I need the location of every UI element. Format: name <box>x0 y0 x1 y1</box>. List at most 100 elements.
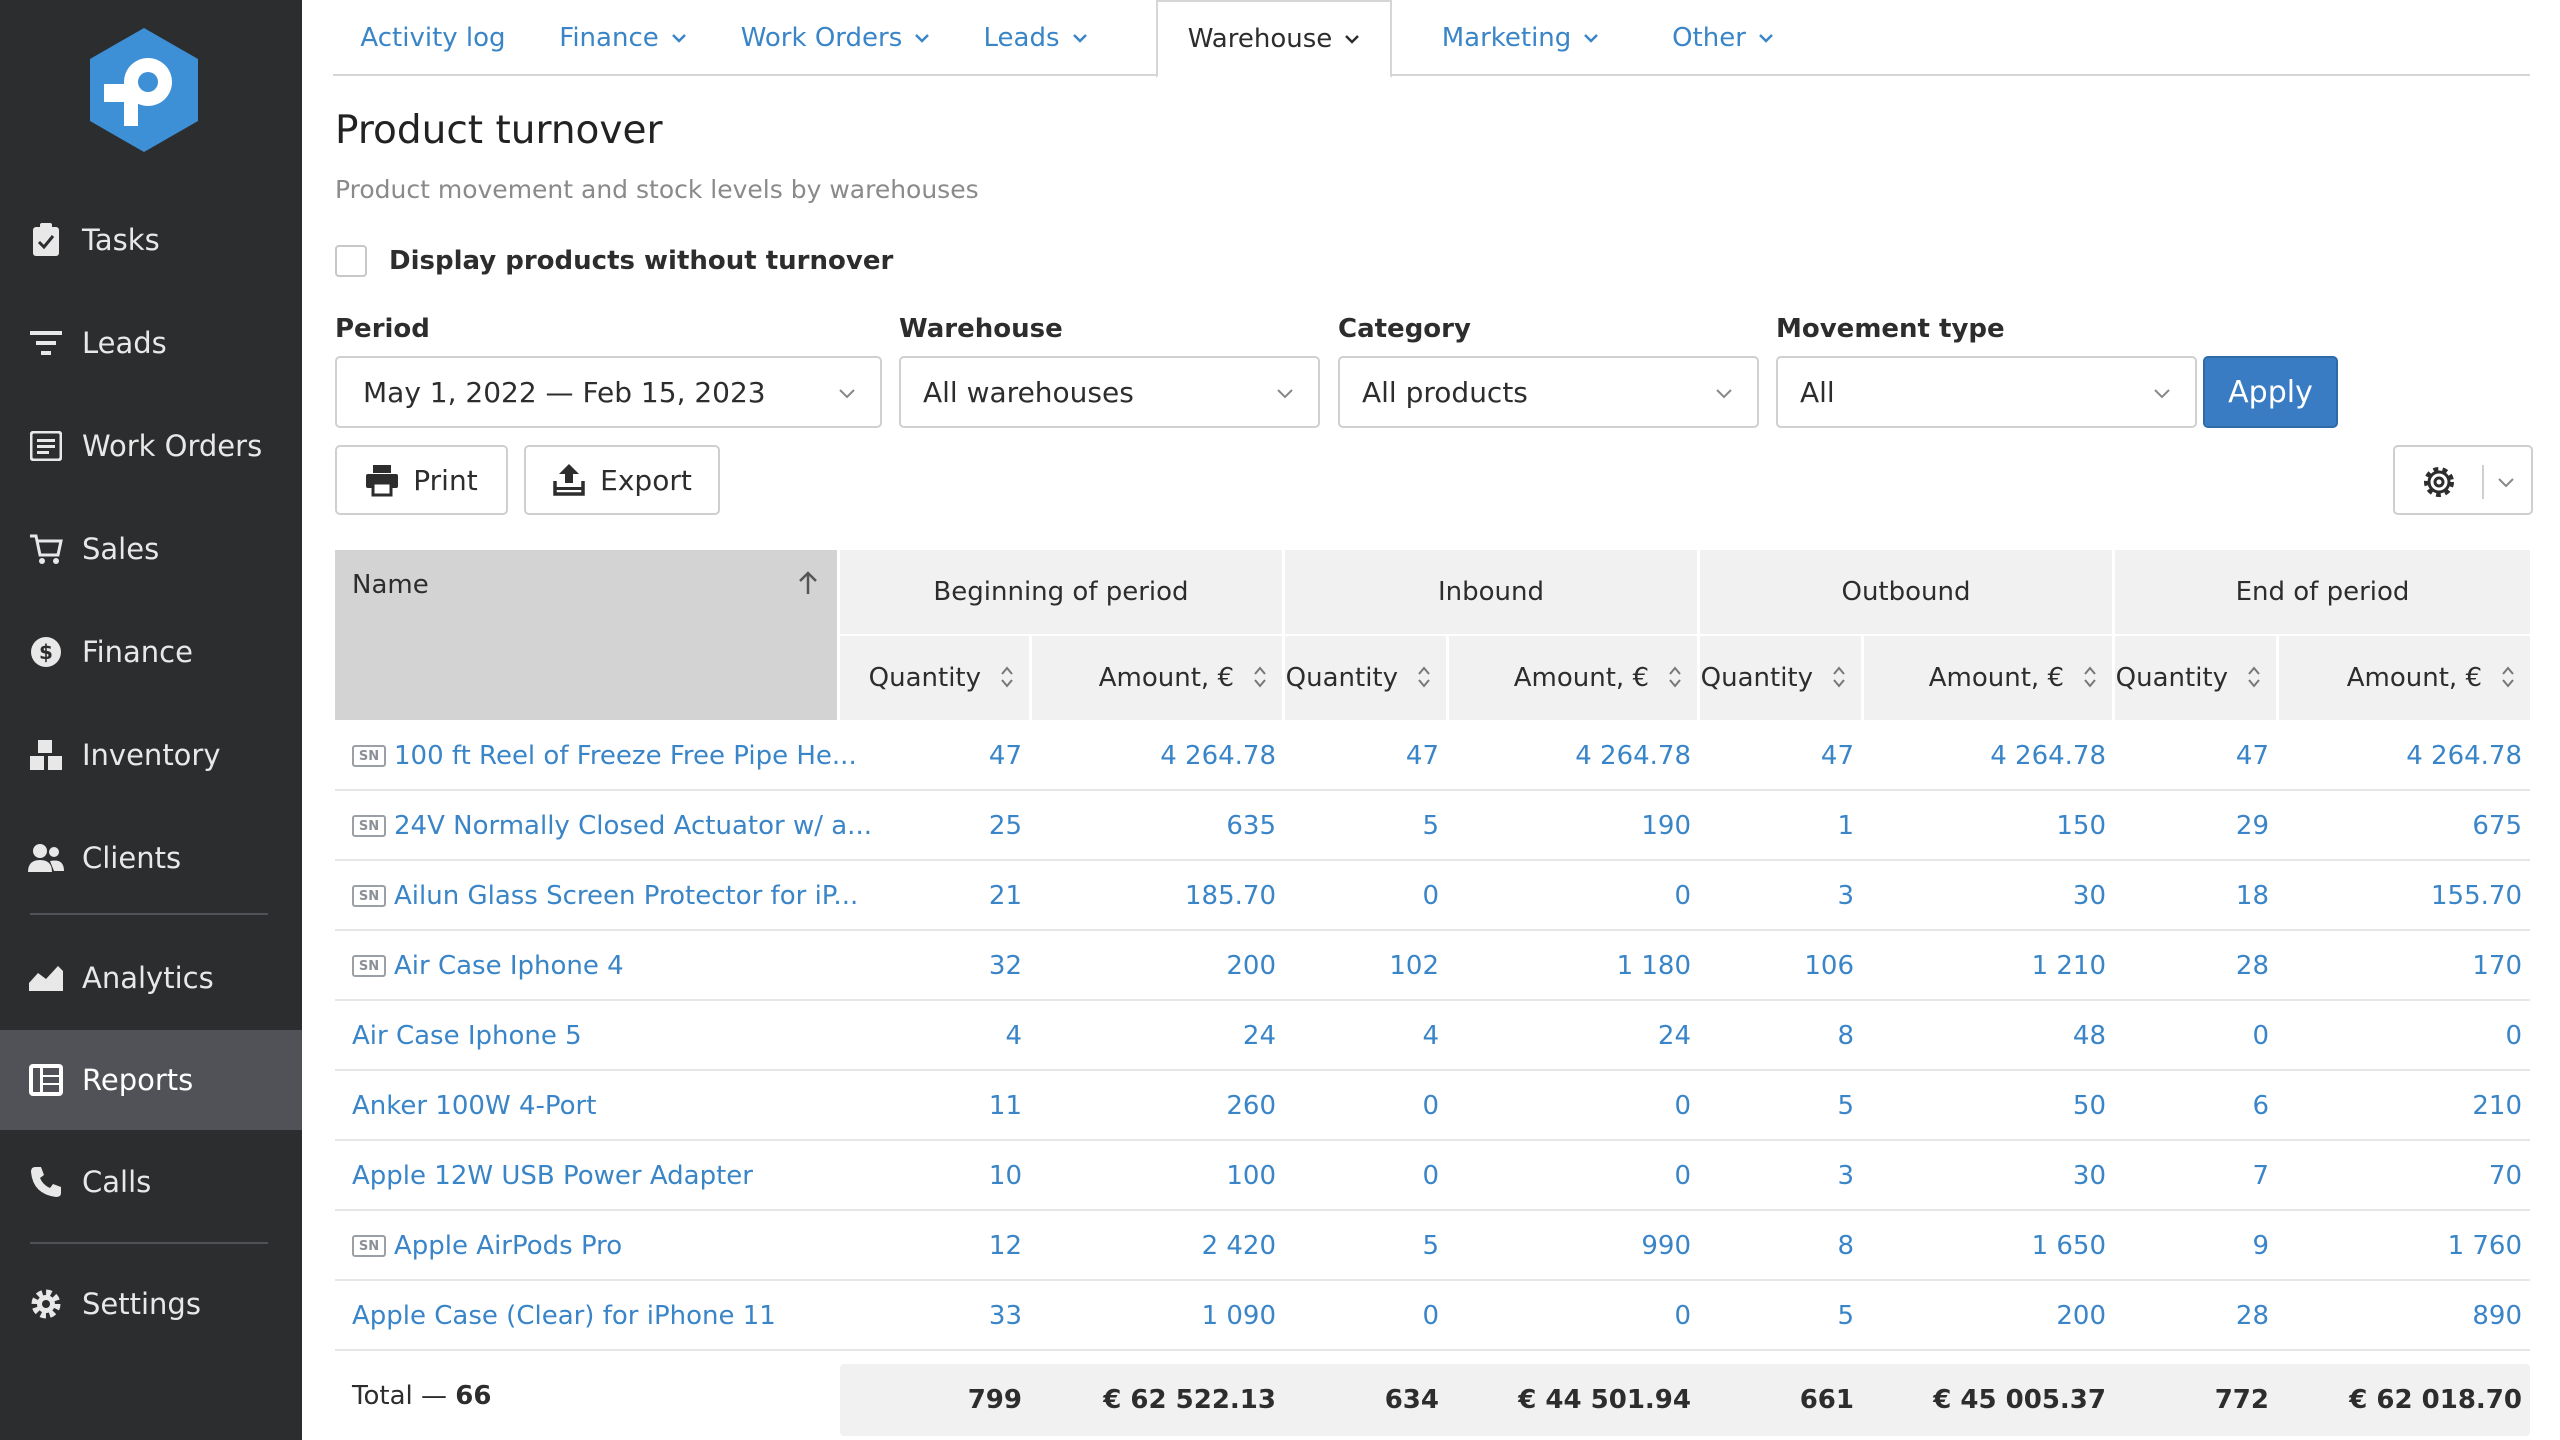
table-cell[interactable]: 150 <box>2056 811 2106 841</box>
table-cell[interactable]: 6 <box>2252 1091 2269 1121</box>
table-cell[interactable]: 8 <box>1837 1231 1854 1261</box>
print-button[interactable]: Print <box>335 445 508 515</box>
table-cell[interactable]: 4 <box>1005 1021 1022 1051</box>
category-select[interactable]: All products <box>1338 356 1759 428</box>
table-cell[interactable]: 28 <box>2235 1301 2269 1331</box>
table-cell[interactable]: 8 <box>1837 1021 1854 1051</box>
tab-warehouse[interactable]: Warehouse <box>1156 0 1392 78</box>
tab-other[interactable]: Other <box>1643 0 1803 76</box>
column-header-end-qty[interactable]: Quantity <box>2115 636 2276 720</box>
table-cell[interactable]: 24 <box>1242 1021 1276 1051</box>
column-header-name[interactable]: Name <box>335 550 837 720</box>
table-cell[interactable]: 47 <box>988 741 1022 771</box>
table-cell[interactable]: 4 264.78 <box>1575 741 1691 771</box>
sort-ascending-icon[interactable] <box>797 570 819 596</box>
table-cell[interactable]: 106 <box>1804 951 1854 981</box>
product-name-link[interactable]: SN Air Case Iphone 4 <box>352 931 624 1001</box>
sidebar-item-work-orders[interactable]: Work Orders <box>0 396 302 496</box>
table-cell[interactable]: 5 <box>1422 1231 1439 1261</box>
table-cell[interactable]: 102 <box>1389 951 1439 981</box>
table-cell[interactable]: 11 <box>988 1091 1022 1121</box>
table-cell[interactable]: 0 <box>1422 1091 1439 1121</box>
product-name-link[interactable]: Apple 12W USB Power Adapter <box>352 1141 753 1211</box>
sidebar-item-sales[interactable]: Sales <box>0 499 302 599</box>
column-header-out-qty[interactable]: Quantity <box>1700 636 1861 720</box>
table-cell[interactable]: 33 <box>988 1301 1022 1331</box>
sidebar-item-finance[interactable]: $ Finance <box>0 602 302 702</box>
table-cell[interactable]: 200 <box>1226 951 1276 981</box>
tab-work-orders[interactable]: Work Orders <box>713 0 958 76</box>
export-button[interactable]: Export <box>524 445 720 515</box>
table-cell[interactable]: 5 <box>1837 1301 1854 1331</box>
table-cell[interactable]: 25 <box>988 811 1022 841</box>
product-name-link[interactable]: SN Apple AirPods Pro <box>352 1211 622 1281</box>
sidebar-item-inventory[interactable]: Inventory <box>0 705 302 805</box>
column-header-begin-qty[interactable]: Quantity <box>840 636 1029 720</box>
table-cell[interactable]: 48 <box>2072 1021 2106 1051</box>
table-cell[interactable]: 70 <box>2488 1161 2522 1191</box>
table-cell[interactable]: 1 650 <box>2031 1231 2106 1261</box>
table-cell[interactable]: 190 <box>1641 811 1691 841</box>
table-cell[interactable]: 675 <box>2472 811 2522 841</box>
table-cell[interactable]: 47 <box>1405 741 1439 771</box>
table-cell[interactable]: 0 <box>1674 1091 1691 1121</box>
table-cell[interactable]: 4 264.78 <box>1990 741 2106 771</box>
product-name-link[interactable]: SN 100 ft Reel of Freeze Free Pipe He... <box>352 721 857 791</box>
sidebar-item-clients[interactable]: Clients <box>0 808 302 908</box>
table-cell[interactable]: 185.70 <box>1185 881 1276 911</box>
table-cell[interactable]: 0 <box>1422 1161 1439 1191</box>
app-logo-icon[interactable] <box>82 24 206 156</box>
apply-button[interactable]: Apply <box>2203 356 2338 428</box>
table-settings-button[interactable] <box>2393 445 2533 515</box>
table-cell[interactable]: 7 <box>2252 1161 2269 1191</box>
tab-finance[interactable]: Finance <box>533 0 713 76</box>
product-name-link[interactable]: Anker 100W 4-Port <box>352 1071 596 1141</box>
product-name-link[interactable]: SN 24V Normally Closed Actuator w/ a... <box>352 791 872 861</box>
table-cell[interactable]: 890 <box>2472 1301 2522 1331</box>
movement-type-select[interactable]: All <box>1776 356 2197 428</box>
table-cell[interactable]: 4 264.78 <box>2406 741 2522 771</box>
column-header-out-amount[interactable]: Amount, € <box>1864 636 2112 720</box>
table-cell[interactable]: 21 <box>988 881 1022 911</box>
tab-marketing[interactable]: Marketing <box>1418 0 1623 76</box>
sidebar-item-tasks[interactable]: Tasks <box>0 190 302 290</box>
table-cell[interactable]: 47 <box>1820 741 1854 771</box>
checkbox[interactable] <box>335 245 367 277</box>
table-cell[interactable]: 0 <box>1674 881 1691 911</box>
table-cell[interactable]: 12 <box>988 1231 1022 1261</box>
table-cell[interactable]: 4 <box>1422 1021 1439 1051</box>
sidebar-item-leads[interactable]: Leads <box>0 293 302 393</box>
table-cell[interactable]: 0 <box>1674 1161 1691 1191</box>
table-cell[interactable]: 24 <box>1657 1021 1691 1051</box>
warehouse-select[interactable]: All warehouses <box>899 356 1320 428</box>
display-without-turnover-toggle[interactable]: Display products without turnover <box>335 245 893 277</box>
table-cell[interactable]: 50 <box>2072 1091 2106 1121</box>
table-cell[interactable]: 990 <box>1641 1231 1691 1261</box>
table-cell[interactable]: 2 420 <box>1201 1231 1276 1261</box>
table-cell[interactable]: 32 <box>988 951 1022 981</box>
table-cell[interactable]: 28 <box>2235 951 2269 981</box>
sidebar-item-calls[interactable]: Calls <box>0 1132 302 1232</box>
table-cell[interactable]: 260 <box>1226 1091 1276 1121</box>
table-cell[interactable]: 47 <box>2235 741 2269 771</box>
table-cell[interactable]: 0 <box>2252 1021 2269 1051</box>
tab-leads[interactable]: Leads <box>958 0 1113 76</box>
table-cell[interactable]: 1 <box>1837 811 1854 841</box>
table-cell[interactable]: 9 <box>2252 1231 2269 1261</box>
table-cell[interactable]: 5 <box>1837 1091 1854 1121</box>
table-cell[interactable]: 155.70 <box>2431 881 2522 911</box>
table-cell[interactable]: 200 <box>2056 1301 2106 1331</box>
table-cell[interactable]: 170 <box>2472 951 2522 981</box>
table-cell[interactable]: 1 760 <box>2447 1231 2522 1261</box>
table-cell[interactable]: 1 090 <box>1201 1301 1276 1331</box>
column-header-begin-amount[interactable]: Amount, € <box>1032 636 1282 720</box>
table-cell[interactable]: 4 264.78 <box>1160 741 1276 771</box>
table-cell[interactable]: 0 <box>2505 1021 2522 1051</box>
table-cell[interactable]: 3 <box>1837 881 1854 911</box>
table-cell[interactable]: 1 180 <box>1616 951 1691 981</box>
table-cell[interactable]: 0 <box>1422 881 1439 911</box>
table-cell[interactable]: 30 <box>2072 881 2106 911</box>
table-cell[interactable]: 1 210 <box>2031 951 2106 981</box>
column-header-in-amount[interactable]: Amount, € <box>1449 636 1697 720</box>
table-cell[interactable]: 10 <box>988 1161 1022 1191</box>
